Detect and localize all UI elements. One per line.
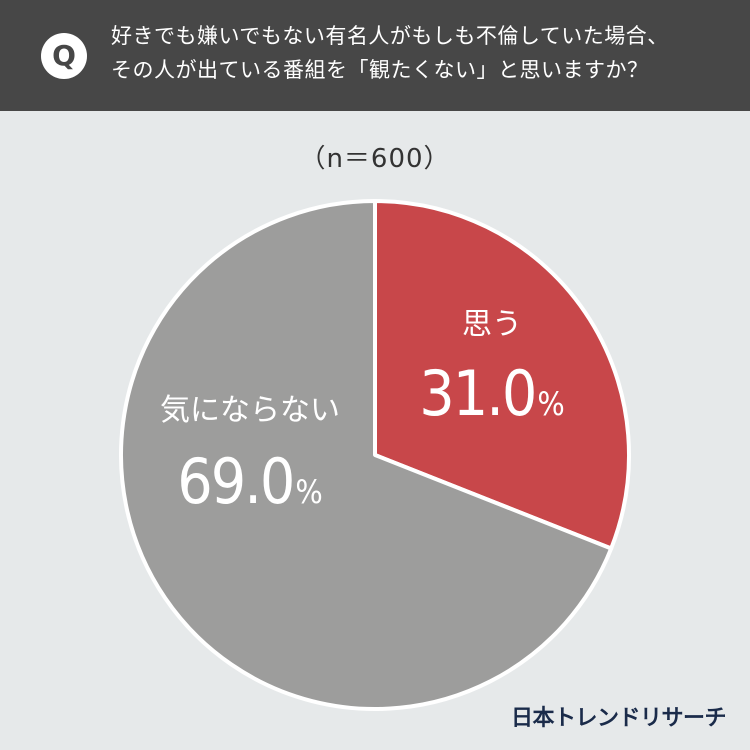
- slice-unit-2: %: [295, 473, 322, 511]
- slice-label-1: 思う: [462, 307, 522, 342]
- slice-unit-1: %: [537, 385, 564, 423]
- pie-slice-1: [373, 199, 631, 551]
- pie-slice-2: [119, 199, 614, 711]
- brand-logo: 日本トレンドリサーチ: [510, 706, 727, 731]
- question-badge: Q: [41, 33, 87, 79]
- question-line-1: 好きでも嫌いでもない有名人がもしも不倫していた場合、: [111, 24, 669, 48]
- sample-size: （n＝600）: [299, 144, 451, 174]
- question-text: 好きでも嫌いでもない有名人がもしも不倫していた場合、 その人が出ている番組を「観…: [111, 19, 741, 87]
- slice-label-2: 気にならない: [160, 393, 340, 428]
- question-line-2: その人が出ている番組を「観たくない」と思いますか？: [111, 58, 649, 82]
- question-header: Q 好きでも嫌いでもない有名人がもしも不倫していた場合、 その人が出ている番組を…: [0, 0, 750, 111]
